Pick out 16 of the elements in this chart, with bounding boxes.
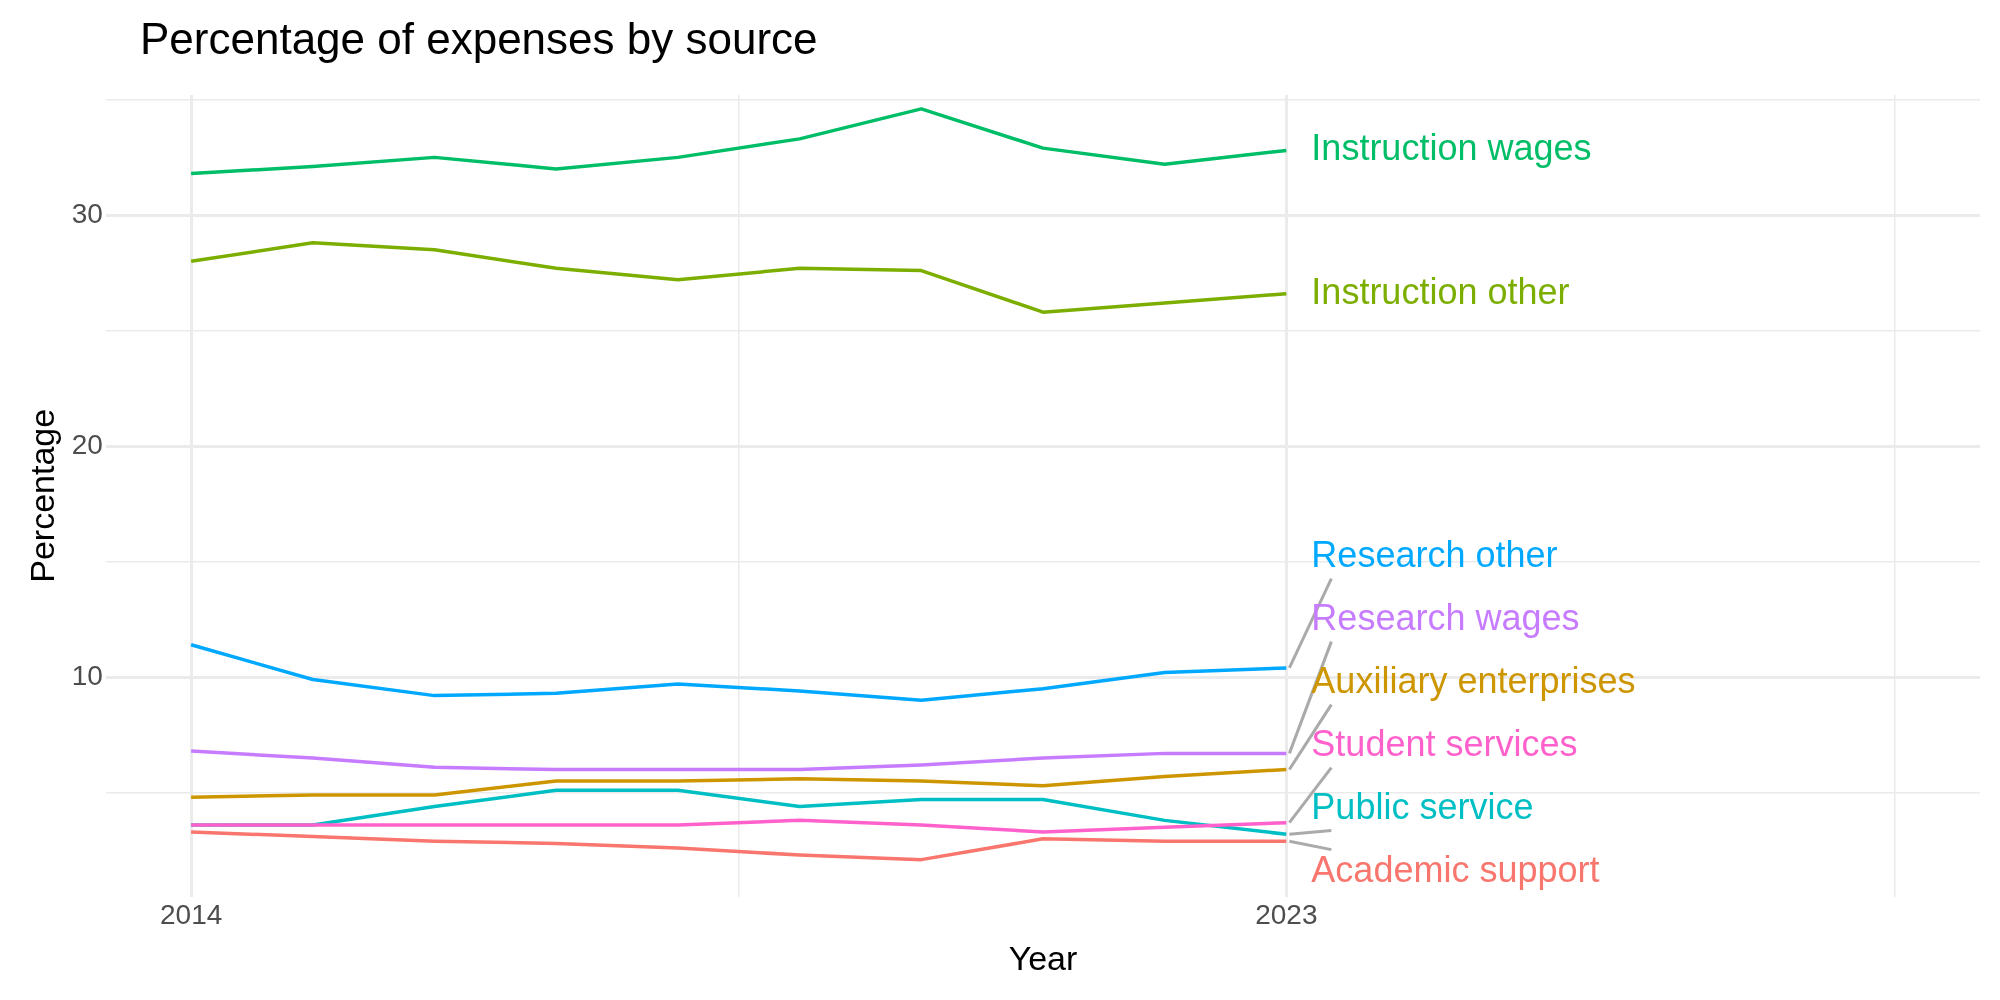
text: Research wages bbox=[1311, 596, 1580, 638]
text: Research other bbox=[1311, 533, 1558, 575]
y-axis-title: Percentage bbox=[22, 408, 61, 583]
text: Auxiliary enterprises bbox=[1311, 659, 1636, 701]
series-label: Public service bbox=[1311, 785, 1534, 827]
y-tick-label: 10 bbox=[71, 659, 103, 691]
x-tick-label: 2023 bbox=[1255, 899, 1318, 931]
y-tick-label: 20 bbox=[71, 428, 103, 460]
chart-title: Percentage of expenses by source bbox=[140, 14, 818, 64]
y-tick-label: 30 bbox=[71, 197, 103, 229]
series-label: Instruction wages bbox=[1311, 127, 1592, 169]
series-label: Instruction other bbox=[1311, 270, 1570, 312]
x-tick-label: 2014 bbox=[159, 899, 223, 931]
series-label: Student services bbox=[1311, 722, 1578, 764]
x-axis-title: Year bbox=[1008, 938, 1078, 977]
series-label: Academic support bbox=[1311, 848, 1600, 890]
